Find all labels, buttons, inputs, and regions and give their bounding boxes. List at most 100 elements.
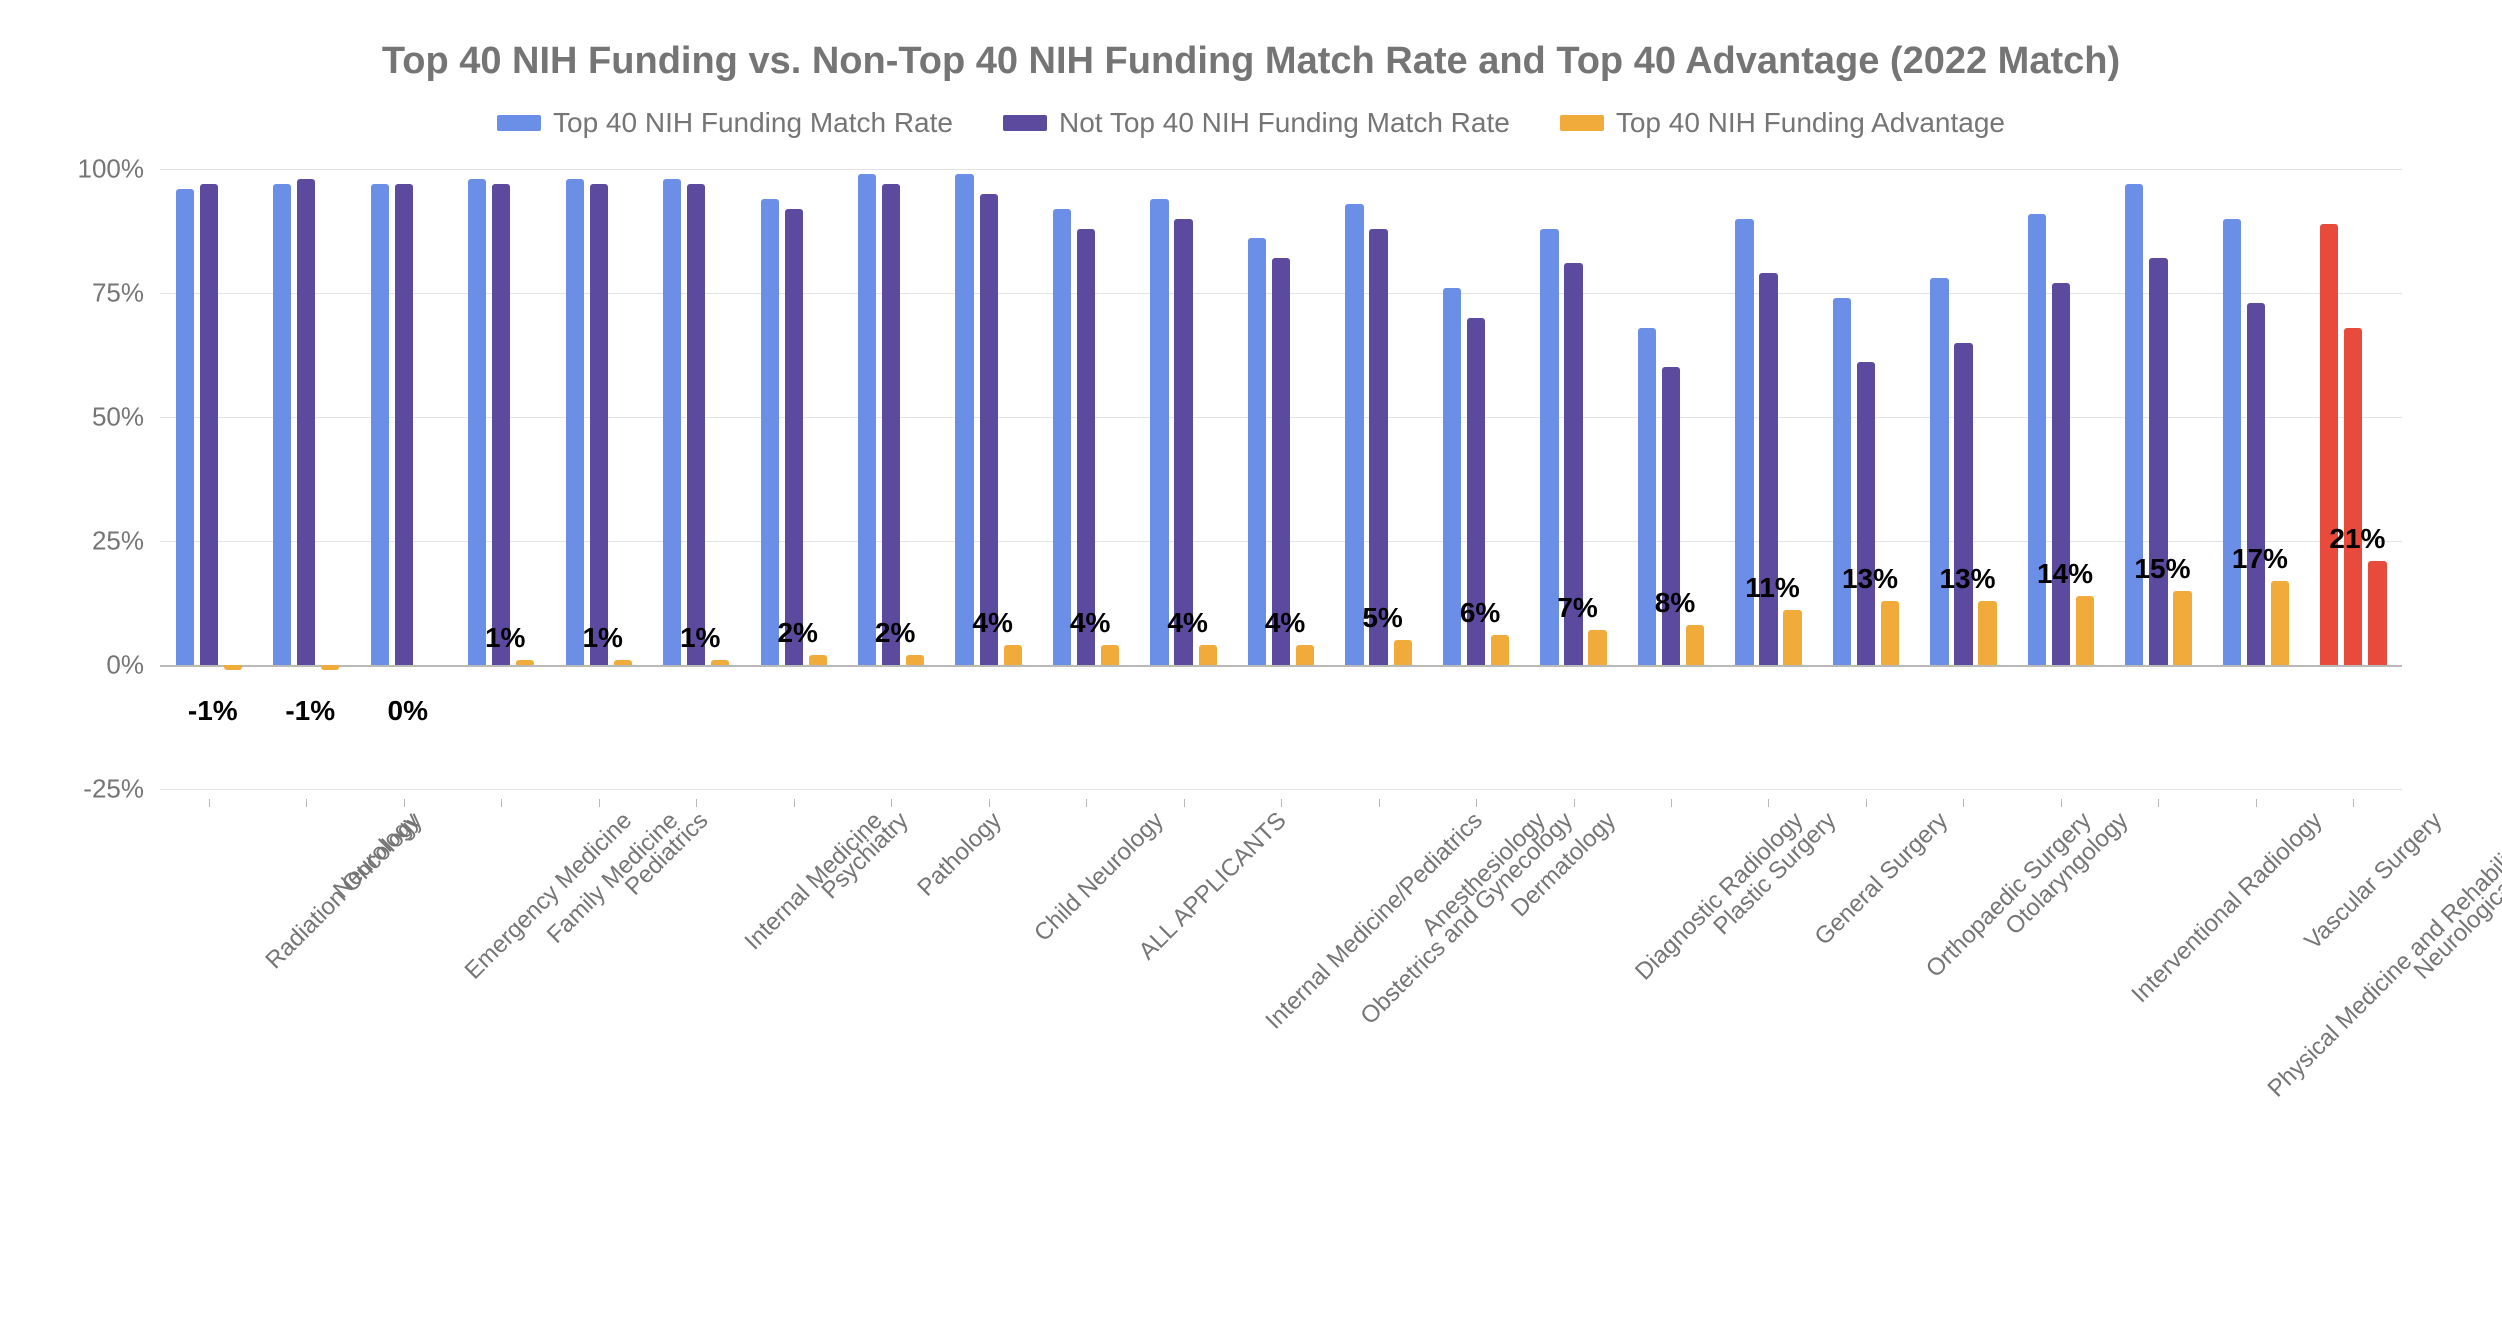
legend-swatch: [1560, 115, 1604, 131]
category-group: 2%: [745, 169, 842, 789]
bar-top40: [371, 184, 389, 665]
bar-not-top40: [395, 184, 413, 665]
category-group: 6%: [1427, 169, 1524, 789]
legend-label: Top 40 NIH Funding Match Rate: [553, 107, 953, 139]
chart-title: Top 40 NIH Funding vs. Non-Top 40 NIH Fu…: [60, 40, 2442, 83]
x-tick: [1476, 799, 1477, 807]
x-tick: [696, 799, 697, 807]
legend-label: Top 40 NIH Funding Advantage: [1616, 107, 2005, 139]
bar-advantage: [1199, 645, 1217, 665]
bar-not-top40: [590, 184, 608, 665]
legend-swatch: [1003, 115, 1047, 131]
x-tick: [891, 799, 892, 807]
bar-top40: [1248, 238, 1266, 665]
y-tick-label: 25%: [92, 526, 160, 557]
advantage-label: 13%: [1842, 563, 1898, 595]
bar-not-top40: [882, 184, 900, 665]
x-tick: [306, 799, 307, 807]
bar-not-top40: [1954, 343, 1972, 665]
bar-advantage: [614, 660, 632, 665]
bar-top40: [273, 184, 291, 665]
legend: Top 40 NIH Funding Match Rate Not Top 40…: [60, 107, 2442, 139]
x-tick: [599, 799, 600, 807]
bar-advantage: [809, 655, 827, 665]
grid-line: [160, 789, 2402, 790]
x-category-label: Diagnostic Radiology: [1630, 807, 1809, 986]
advantage-label: 13%: [1939, 563, 1995, 595]
bar-top40: [468, 179, 486, 665]
category-group: 4%: [1135, 169, 1232, 789]
bar-advantage: [906, 655, 924, 665]
bar-advantage: [1588, 630, 1606, 665]
bar-top40: [176, 189, 194, 665]
category-group: 15%: [2110, 169, 2207, 789]
bar-not-top40: [1662, 367, 1680, 665]
bar-top40: [1053, 209, 1071, 665]
x-tick: [209, 799, 210, 807]
advantage-label: 8%: [1655, 587, 1695, 619]
y-tick-label: -25%: [83, 774, 160, 805]
bar-advantage: [2076, 596, 2094, 665]
bar-advantage: [1881, 601, 1899, 665]
advantage-label: 7%: [1557, 592, 1597, 624]
bar-advantage: [321, 665, 339, 670]
x-tick: [1184, 799, 1185, 807]
bar-advantage: [1686, 625, 1704, 665]
bar-top40: [2125, 184, 2143, 665]
advantage-label: 2%: [777, 617, 817, 649]
bar-not-top40: [492, 184, 510, 665]
bar-not-top40: [1174, 219, 1192, 665]
advantage-label: 1%: [582, 622, 622, 654]
category-group: 2%: [842, 169, 939, 789]
advantage-label: 2%: [875, 617, 915, 649]
legend-item-advantage: Top 40 NIH Funding Advantage: [1560, 107, 2005, 139]
bar-advantage: [516, 660, 534, 665]
advantage-label: 4%: [1070, 607, 1110, 639]
legend-item-top40: Top 40 NIH Funding Match Rate: [497, 107, 953, 139]
x-tick: [1671, 799, 1672, 807]
bar-top40: [1345, 204, 1363, 665]
x-tick: [794, 799, 795, 807]
x-tick: [1281, 799, 1282, 807]
bar-advantage: [224, 665, 242, 670]
category-group: 4%: [1232, 169, 1329, 789]
category-group: 5%: [1330, 169, 1427, 789]
bar-advantage: [2271, 581, 2289, 665]
bar-top40: [2223, 219, 2241, 665]
bar-top40: [761, 199, 779, 665]
category-group: 17%: [2207, 169, 2304, 789]
bar-top40: [663, 179, 681, 665]
bar-advantage: [2368, 561, 2386, 665]
bar-not-top40: [1369, 229, 1387, 665]
x-tick: [1866, 799, 1867, 807]
advantage-label: 15%: [2134, 553, 2190, 585]
bar-top40: [1930, 278, 1948, 665]
bar-advantage: [1296, 645, 1314, 665]
y-tick-label: 100%: [78, 154, 161, 185]
x-tick: [2061, 799, 2062, 807]
x-category-label: Child Neurology: [1029, 807, 1170, 948]
advantage-label: 11%: [1745, 572, 1800, 604]
bar-not-top40: [785, 209, 803, 665]
advantage-label: 4%: [1265, 607, 1305, 639]
bar-top40: [955, 174, 973, 665]
bar-advantage: [1101, 645, 1119, 665]
advantage-label: 0%: [388, 695, 428, 727]
bar-not-top40: [2344, 328, 2362, 665]
advantage-label: 4%: [1167, 607, 1207, 639]
advantage-label: 1%: [680, 622, 720, 654]
x-category-label: Internal Medicine: [740, 807, 889, 956]
x-tick: [501, 799, 502, 807]
x-tick: [1086, 799, 1087, 807]
x-category-label: Interventional Radiology: [2126, 807, 2328, 1009]
advantage-label: 21%: [2329, 523, 2385, 555]
category-group: 21%: [2305, 169, 2402, 789]
x-tick: [1963, 799, 1964, 807]
category-group: 13%: [1817, 169, 1914, 789]
advantage-label: 4%: [972, 607, 1012, 639]
chart-container: Top 40 NIH Funding vs. Non-Top 40 NIH Fu…: [0, 0, 2502, 1336]
x-tick: [1379, 799, 1380, 807]
x-category-label: Neurology: [328, 807, 425, 904]
plot-area: -25%0%25%50%75%100%-1%-1%0%1%1%1%2%2%4%4…: [160, 169, 2402, 789]
legend-item-not-top40: Not Top 40 NIH Funding Match Rate: [1003, 107, 1510, 139]
